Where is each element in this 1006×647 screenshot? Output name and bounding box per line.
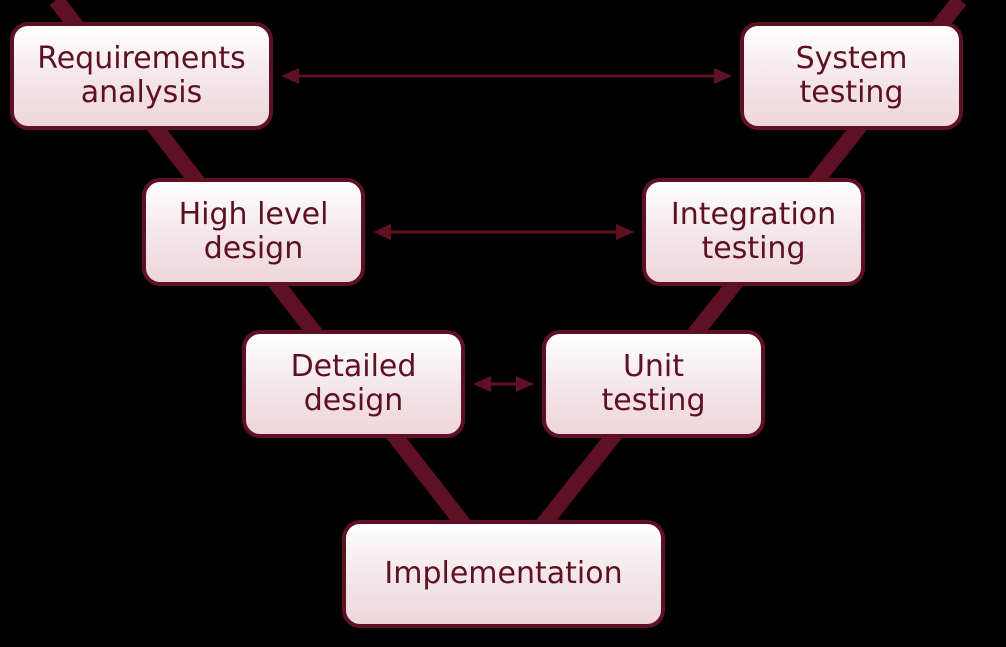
- node-integration-testing: Integration testing: [642, 178, 865, 286]
- node-high-level-design: High level design: [142, 178, 365, 286]
- node-requirements-analysis: Requirements analysis: [10, 22, 273, 130]
- node-label: Unit testing: [601, 350, 705, 419]
- node-detailed-design: Detailed design: [242, 330, 465, 438]
- node-system-testing: System testing: [740, 22, 963, 130]
- v-model-diagram: { "diagram": { "type": "flowchart", "bac…: [0, 0, 1006, 647]
- node-label: System testing: [796, 42, 908, 111]
- node-label: High level design: [179, 198, 329, 267]
- node-implementation: Implementation: [342, 520, 665, 628]
- node-label: Detailed design: [291, 350, 417, 419]
- node-label: Implementation: [384, 557, 622, 592]
- node-unit-testing: Unit testing: [542, 330, 765, 438]
- node-label: Integration testing: [671, 198, 836, 267]
- node-label: Requirements analysis: [37, 42, 246, 111]
